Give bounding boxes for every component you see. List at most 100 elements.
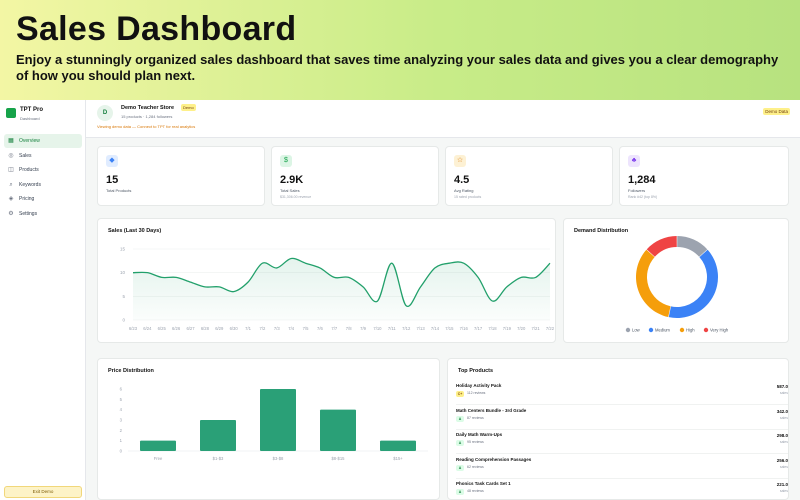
box-icon: ◆ (106, 155, 118, 167)
x-tick-label: 7/20 (517, 326, 526, 331)
stat-sub: Rank #42 (top 8%) (628, 195, 658, 199)
box-icon: ◫ (8, 167, 14, 173)
price-chart-card: Price Distribution 0 1 2 3 4 5 6 Free $1-$3 $3-$8… (97, 358, 440, 500)
dollar-icon: ◎ (8, 152, 14, 159)
product-reviews: 112 reviews (467, 391, 486, 395)
x-tick-label: 7/10 (373, 326, 382, 331)
x-tick-label: 7/18 (488, 326, 497, 331)
grid-icon: ▦ (8, 138, 14, 144)
sidebar-item-settings[interactable]: ⚙ Settings (4, 207, 82, 221)
product-name: Daily Math Warm-Ups (456, 432, 503, 437)
list-item[interactable]: Math Centers Bundle - 3rd Grade A 87 revie… (456, 406, 788, 430)
avatar: D (97, 105, 113, 121)
y-tick-label: 15 (120, 247, 126, 252)
x-tick-label: 7/11 (388, 326, 397, 331)
sidebar-item-keywords[interactable]: ⌕ Keywords (4, 178, 82, 192)
exit-demo-button[interactable]: Exit Demo (4, 486, 82, 498)
x-tick-label: 7/22 (546, 326, 555, 331)
legend-label: Medium (655, 328, 670, 333)
x-tick-label: 7/21 (532, 326, 541, 331)
product-sales-unit: sales (779, 440, 788, 444)
legend-swatch (625, 327, 631, 333)
product-sales-value: 342.0 (776, 408, 788, 414)
bar-3 (320, 409, 356, 451)
stat-sub: 15 rated products (454, 195, 482, 199)
legend-label: High (686, 328, 695, 333)
grade-badge: A (456, 415, 464, 422)
x-tick-label: 7/15 (445, 326, 454, 331)
x-tick-label: 7/6 (317, 326, 323, 331)
stat-card-products: ◆ 15 Total Products (97, 146, 265, 206)
sidebar-nav: ▦ Overview ◎ Sales ◫ Products ⌕ Keywords ◈ Pricin… (4, 134, 82, 221)
users-icon: ♣ (628, 155, 640, 167)
sales-chart-card: Sales (Last 30 Days) 0 5 10 15 6/23 6/24 6/25 6… (97, 218, 556, 343)
stat-value: 1,284 (628, 174, 656, 186)
x-tick-label: 7/13 (417, 326, 426, 331)
x-tick-label: $3-$8 (273, 456, 284, 461)
list-item[interactable]: Reading Comprehension Passages A 62 review… (456, 455, 788, 479)
list-item[interactable]: Holiday Activity Pack C+ 112 reviews 587.0 s… (456, 381, 788, 405)
top-products-title: Top Products (458, 368, 494, 374)
sidebar-item-products[interactable]: ◫ Products (4, 163, 82, 177)
product-name: Math Centers Bundle - 3rd Grade (456, 407, 527, 413)
sidebar-item-label: Overview (19, 138, 40, 144)
product-reviews: 62 reviews (467, 464, 484, 469)
price-chart-title: Price Distribution (108, 368, 154, 374)
sidebar-item-label: Products (19, 167, 39, 173)
star-icon: ☆ (454, 155, 466, 167)
divider (456, 404, 788, 405)
store-header: D Demo Teacher Store Demo 15 products · … (86, 100, 800, 138)
y-tick-label: 1 (120, 438, 123, 443)
stat-label: Followers (628, 188, 646, 193)
sidebar-item-label: Pricing (19, 196, 35, 202)
sidebar-item-sales[interactable]: ◎ Sales (4, 149, 82, 163)
top-products-card: Top Products Holiday Activity Pack C+ 112 … (447, 358, 789, 500)
x-tick-label: 7/7 (331, 326, 337, 331)
y-tick-label: 6 (120, 387, 123, 392)
product-sales-value: 298.0 (776, 433, 788, 438)
list-item[interactable]: Phonics Task Cards Set 1 A 48 reviews 221.0… (456, 479, 788, 500)
legend-swatch (648, 327, 654, 333)
brand-subtitle: Dashboard (20, 116, 40, 121)
x-tick-label: 7/1 (245, 326, 251, 331)
bar-2 (260, 389, 296, 451)
x-tick-label: 7/12 (402, 326, 411, 331)
x-tick-label: 7/14 (431, 326, 440, 331)
donut-slice-low (677, 236, 708, 257)
store-meta: 15 products · 1,284 followers (121, 114, 173, 119)
y-tick-label: 5 (120, 397, 123, 402)
donut-slice-very-high (646, 236, 677, 257)
stat-label: Total Sales (280, 188, 300, 193)
demo-notice: Viewing demo data — Connect to TPT for r… (97, 124, 196, 129)
price-chart: 0 1 2 3 4 5 6 Free $1-$3 $3-$8 $8-$15 $15+ (120, 387, 428, 461)
grade-badge: A (456, 440, 464, 446)
x-tick-label: 6/26 (172, 326, 181, 331)
x-tick-label: 7/2 (259, 326, 265, 331)
x-tick-label: 6/25 (158, 326, 167, 331)
bar-0 (140, 440, 176, 451)
bar-1 (200, 420, 236, 451)
sales-chart-title: Sales (Last 30 Days) (108, 228, 162, 234)
banner-subtitle: Enjoy a stunningly organized sales dashb… (16, 52, 779, 83)
demo-tag: Demo (181, 104, 196, 111)
x-tick-label: 6/29 (215, 326, 224, 331)
x-tick-label: 7/3 (274, 326, 280, 331)
x-tick-label: 7/4 (288, 326, 294, 331)
sidebar-item-label: Settings (19, 210, 38, 217)
product-reviews: 87 reviews (467, 415, 484, 420)
main-content: D Demo Teacher Store Demo 15 products · … (86, 100, 800, 500)
divider (456, 428, 788, 430)
stat-value: 2.9K (280, 174, 304, 186)
x-tick-label: $15+ (393, 456, 403, 461)
sidebar-item-overview[interactable]: ▦ Overview (4, 134, 82, 148)
sidebar-item-label: Keywords (19, 181, 41, 188)
list-item[interactable]: Daily Math Warm-Ups A 95 reviews 298.0 sales (456, 430, 788, 454)
x-tick-label: 7/19 (503, 326, 512, 331)
x-tick-label: 7/9 (360, 326, 366, 331)
product-name: Phonics Task Cards Set 1 (456, 481, 511, 486)
search-icon: ⌕ (9, 181, 13, 188)
stat-card-rating: ☆ 4.5 Avg Rating 15 rated products (445, 146, 613, 206)
sidebar-item-pricing[interactable]: ◈ Pricing (4, 192, 82, 206)
y-tick-label: 2 (120, 428, 123, 433)
divider (456, 453, 788, 454)
